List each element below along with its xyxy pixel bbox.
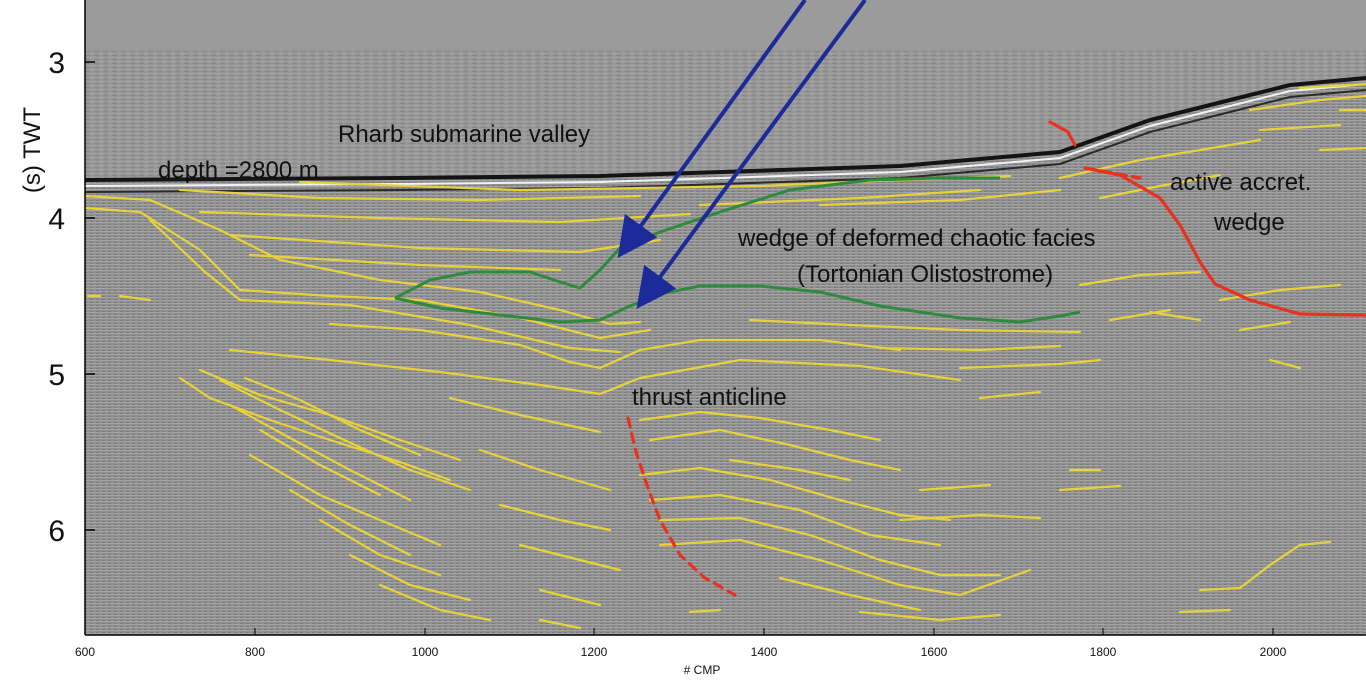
x-tick-label: 1800 (1090, 645, 1117, 659)
y-tick-label: 3 (48, 47, 65, 80)
arrow-lower (636, 0, 867, 309)
arrow-upper (617, 0, 807, 258)
x-tick-labels: 600 800 1000 1200 1400 1600 1800 2000 (75, 645, 1287, 659)
x-tick-label: 1400 (751, 645, 778, 659)
seismic-section (84, 0, 1366, 635)
y-tick-label: 5 (48, 359, 65, 392)
seafloor-reflector (84, 76, 1366, 182)
x-tick-label: 1000 (412, 645, 439, 659)
anticline-fault (626, 416, 737, 597)
annotation-accret-line1: active accret. (1170, 169, 1311, 196)
annotations: Rharb submarine valley depth =2800 m act… (158, 121, 1311, 411)
x-tick-label: 1600 (921, 645, 948, 659)
annotation-wedge-line2: (Tortonian Olistostrome) (797, 261, 1053, 288)
annotation-depth: depth =2800 m (158, 157, 319, 184)
x-tick-label: 1200 (581, 645, 608, 659)
x-axis-label: # CMP (684, 663, 721, 677)
fault-lines (626, 120, 1366, 597)
y-tick-labels: 3 4 5 6 (48, 47, 65, 548)
annotation-valley: Rharb submarine valley (338, 121, 590, 148)
y-axis-label: (s) TWT (19, 107, 46, 194)
annotation-anticline: thrust anticline (632, 384, 787, 411)
x-tick-label: 800 (245, 645, 265, 659)
olistostrome-outline (394, 176, 1081, 324)
x-tick-label: 2000 (1260, 645, 1287, 659)
active-thrust-fault (1048, 120, 1077, 147)
annotation-wedge-line1: wedge of deformed chaotic facies (737, 225, 1096, 252)
x-tick-label: 600 (75, 645, 95, 659)
annotation-accret-line2: wedge (1213, 209, 1285, 236)
reflector-lines (83, 82, 1366, 630)
axes (84, 0, 1366, 636)
pointer-arrows (617, 0, 867, 309)
y-tick-label: 4 (48, 203, 65, 236)
y-tick-label: 6 (48, 515, 65, 548)
